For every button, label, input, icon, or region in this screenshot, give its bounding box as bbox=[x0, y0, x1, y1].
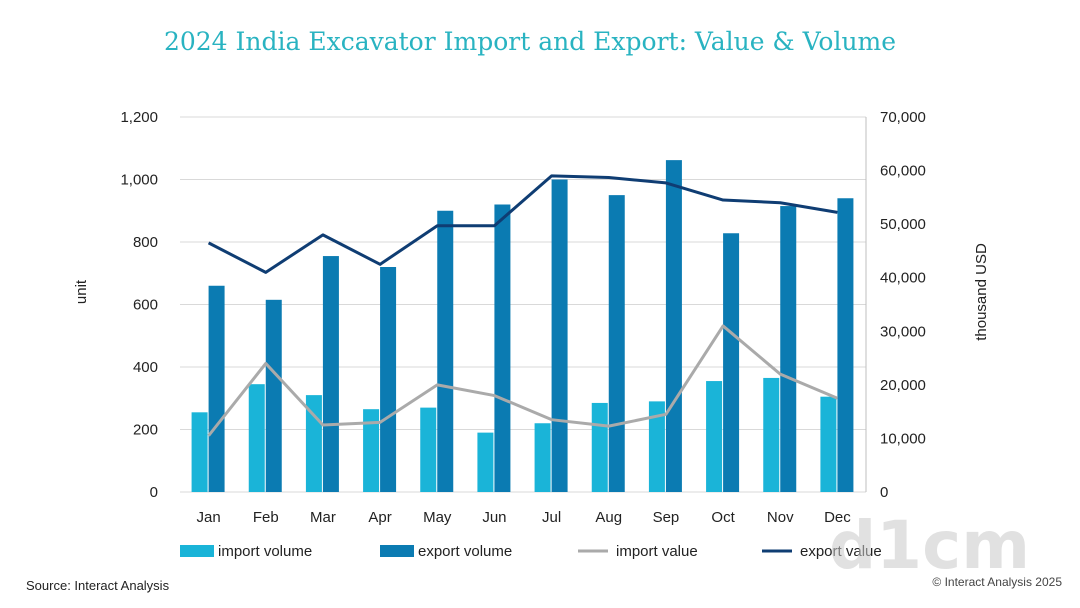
x-tick-label: Mar bbox=[310, 509, 336, 526]
y-tick-label: 400 bbox=[133, 359, 158, 376]
x-tick-label: Sep bbox=[653, 509, 680, 526]
y2-tick-label: 50,000 bbox=[880, 216, 926, 233]
copyright-note: © Interact Analysis 2025 bbox=[932, 575, 1062, 589]
x-tick-label: Oct bbox=[711, 509, 735, 526]
export-volume-bar bbox=[208, 285, 225, 492]
bar-series bbox=[191, 160, 854, 492]
y-axis-label: unit bbox=[73, 279, 90, 304]
y2-axis-ticks: 0 10,000 20,000 30,000 40,000 50,000 60,000 70,… bbox=[880, 109, 926, 501]
x-axis-ticks: Jan Feb Mar Apr May Jun Jul Aug Sep Oct Nov Dec bbox=[196, 509, 851, 526]
import-volume-bar bbox=[363, 409, 380, 492]
y2-tick-label: 10,000 bbox=[880, 430, 926, 447]
y-tick-label: 200 bbox=[133, 422, 158, 439]
y2-tick-label: 20,000 bbox=[880, 377, 926, 394]
x-tick-label: Jun bbox=[482, 509, 506, 526]
y2-tick-label: 70,000 bbox=[880, 109, 926, 126]
x-tick-label: May bbox=[423, 509, 452, 526]
y2-tick-label: 40,000 bbox=[880, 270, 926, 287]
import-value-line bbox=[207, 324, 838, 437]
import-volume-bar bbox=[534, 423, 551, 492]
legend-import-value-label: import value bbox=[616, 543, 698, 560]
source-note: Source: Interact Analysis bbox=[26, 578, 170, 593]
x-tick-label: Aug bbox=[595, 509, 622, 526]
export-volume-bar bbox=[437, 210, 454, 492]
x-tick-label: Jan bbox=[196, 509, 220, 526]
import-volume-bar bbox=[763, 377, 780, 492]
legend-export-volume-label: export volume bbox=[418, 543, 512, 560]
export-volume-bar bbox=[380, 267, 397, 492]
y-axis-ticks: 0 200 400 600 800 1,000 1,200 bbox=[120, 109, 158, 501]
line-series bbox=[207, 174, 838, 437]
legend-import-volume-swatch bbox=[180, 545, 214, 557]
import-volume-bar bbox=[648, 401, 665, 492]
export-volume-bar bbox=[265, 299, 282, 492]
legend-export-volume-swatch bbox=[380, 545, 414, 557]
import-volume-bar bbox=[706, 381, 723, 492]
legend: import volume export volume import value ex… bbox=[180, 543, 882, 560]
y-tick-label: 0 bbox=[150, 484, 158, 501]
import-volume-bar bbox=[191, 412, 208, 492]
import-volume-bar bbox=[248, 384, 265, 492]
export-volume-bar bbox=[837, 198, 854, 492]
x-tick-label: Feb bbox=[253, 509, 279, 526]
watermark-logo: d1cm bbox=[829, 507, 1030, 584]
import-volume-bar bbox=[420, 407, 437, 492]
gridlines bbox=[180, 116, 867, 493]
import-volume-bar bbox=[591, 402, 608, 492]
import-volume-bar bbox=[820, 396, 837, 492]
y-tick-label: 1,000 bbox=[120, 172, 158, 189]
export-volume-bar bbox=[665, 160, 682, 492]
y2-tick-label: 60,000 bbox=[880, 163, 926, 180]
legend-import-volume-label: import volume bbox=[218, 543, 312, 560]
export-volume-bar bbox=[780, 206, 797, 492]
y2-tick-label: 30,000 bbox=[880, 323, 926, 340]
import-volume-bar bbox=[477, 432, 494, 492]
y-tick-label: 1,200 bbox=[120, 109, 158, 126]
y2-axis-label: thousand USD bbox=[973, 243, 990, 341]
y2-tick-label: 0 bbox=[880, 484, 888, 501]
legend-export-value-label: export value bbox=[800, 543, 882, 560]
export-volume-bar bbox=[322, 256, 339, 492]
y-tick-label: 600 bbox=[133, 297, 158, 314]
export-volume-bar bbox=[494, 204, 511, 492]
y-tick-label: 800 bbox=[133, 234, 158, 251]
chart-title: 2024 India Excavator Import and Export: … bbox=[164, 27, 896, 56]
x-tick-label: Nov bbox=[767, 509, 794, 526]
export-volume-bar bbox=[608, 195, 625, 492]
export-volume-bar bbox=[551, 179, 568, 492]
export-value-line bbox=[207, 174, 838, 274]
export-volume-bar bbox=[723, 233, 740, 492]
x-tick-label: Apr bbox=[368, 509, 391, 526]
x-tick-label: Dec bbox=[824, 509, 851, 526]
x-tick-label: Jul bbox=[542, 509, 561, 526]
